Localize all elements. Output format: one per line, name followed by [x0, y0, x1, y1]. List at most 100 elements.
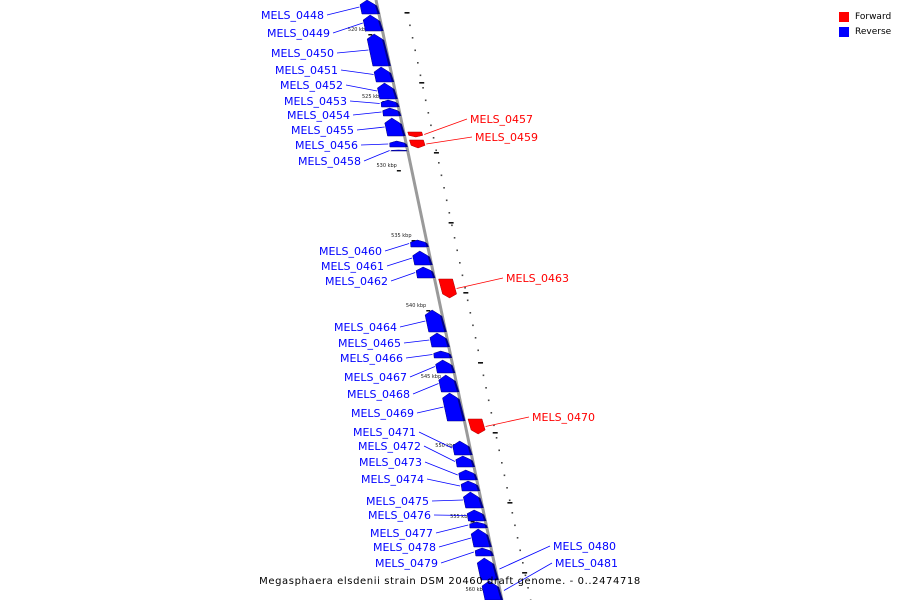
gene-arrow-mels_0470[interactable]	[467, 418, 486, 435]
gene-label-mels_0449[interactable]: MELS_0449	[267, 27, 330, 40]
gene-label-mels_0469[interactable]: MELS_0469	[351, 407, 414, 420]
gene-arrow-shade	[490, 550, 494, 556]
leader-line	[433, 514, 467, 516]
gene-arrow-mels_0475[interactable]	[463, 491, 483, 509]
scale-tick-label: 555 kbp	[450, 514, 470, 520]
gene-label-mels_0454[interactable]: MELS_0454	[287, 109, 350, 122]
gene-arrow-mels_0460[interactable]	[410, 239, 428, 248]
gene-label-mels_0476[interactable]: MELS_0476	[368, 509, 431, 522]
gene-label-mels_0481[interactable]: MELS_0481	[555, 557, 618, 570]
gene-label-mels_0463[interactable]: MELS_0463	[506, 272, 569, 285]
gene-label-mels_0461[interactable]: MELS_0461	[321, 260, 384, 273]
gene-arrow-mels_0454[interactable]	[382, 107, 400, 117]
gene-label-mels_0450[interactable]: MELS_0450	[271, 47, 334, 60]
gene-arrow-mels_0472[interactable]	[455, 455, 474, 468]
legend-forward-label: Forward	[855, 11, 892, 22]
leader-line	[349, 100, 380, 104]
gene-arrow-mels_0451[interactable]	[373, 66, 393, 83]
gene-arrow-mels_0452[interactable]	[377, 82, 397, 100]
gene-arrow-shade	[473, 473, 478, 480]
scale-dots	[406, 12, 532, 600]
gene-label-mels_0470[interactable]: MELS_0470	[532, 411, 595, 424]
gene-arrow-mels_0464[interactable]	[424, 309, 446, 333]
gene-arrow-mels_0461[interactable]	[412, 250, 431, 266]
leader-line	[340, 69, 374, 75]
leader-line	[403, 339, 430, 344]
gene-label-mels_0474[interactable]: MELS_0474	[361, 473, 424, 486]
leader-line	[332, 22, 363, 34]
gene-label-mels_0467[interactable]: MELS_0467	[344, 371, 407, 384]
gene-label-mels_0459[interactable]: MELS_0459	[475, 131, 538, 144]
gene-arrow-mels_0453[interactable]	[380, 99, 398, 108]
leader-line	[418, 431, 453, 449]
gene-label-mels_0479[interactable]: MELS_0479	[375, 557, 438, 570]
scale-tick-label: 545 kbp	[421, 374, 441, 380]
gene-label-mels_0477[interactable]: MELS_0477	[370, 527, 433, 540]
leader-line	[424, 118, 468, 135]
gene-arrow-mels_0478[interactable]	[470, 528, 491, 548]
gene-arrow-mels_0450[interactable]	[366, 33, 390, 67]
leader-line	[352, 111, 382, 116]
leader-line	[405, 354, 433, 359]
gene-label-mels_0453[interactable]: MELS_0453	[284, 95, 347, 108]
gene-label-mels_0456[interactable]: MELS_0456	[295, 139, 358, 152]
gene-arrow-mels_0468[interactable]	[438, 374, 458, 393]
gene-arrow-shade	[425, 242, 429, 247]
gene-arrow-mels_0477[interactable]	[469, 521, 487, 529]
gene-arrow-mels_0457[interactable]	[407, 131, 424, 138]
gene-label-mels_0452[interactable]: MELS_0452	[280, 79, 343, 92]
gene-arrow-shade	[486, 534, 492, 547]
leader-line	[503, 562, 553, 591]
gene-label-mels_0460[interactable]: MELS_0460	[319, 245, 382, 258]
gene-label-mels_0457[interactable]: MELS_0457	[470, 113, 533, 126]
gene-label-mels_0466[interactable]: MELS_0466	[340, 352, 403, 365]
gene-arrow-shade	[375, 4, 380, 15]
reverse-swatch	[839, 26, 849, 37]
gene-label-mels_0465[interactable]: MELS_0465	[338, 337, 401, 350]
gene-arrow-mels_0479[interactable]	[474, 547, 493, 557]
gene-arrow-mels_0481[interactable]	[481, 580, 502, 600]
gene-label-mels_0480[interactable]: MELS_0480	[553, 540, 616, 553]
gene-arrow-mels_0476[interactable]	[466, 509, 485, 522]
legend-item-forward: Forward	[839, 9, 891, 24]
gene-arrow-mels_0448[interactable]	[359, 0, 379, 15]
gene-arrow-mels_0449[interactable]	[362, 14, 382, 32]
gene-label-mels_0464[interactable]: MELS_0464	[334, 321, 397, 334]
gene-label-mels_0471[interactable]: MELS_0471	[353, 426, 416, 439]
gene-arrow-mels_0455[interactable]	[384, 117, 404, 137]
gene-arrow-mels_0467[interactable]	[435, 359, 454, 374]
gene-label-mels_0475[interactable]: MELS_0475	[366, 495, 429, 508]
gene-label-mels_0451[interactable]: MELS_0451	[275, 64, 338, 77]
gene-label-mels_0478[interactable]: MELS_0478	[373, 541, 436, 554]
gene-arrow-shade	[404, 143, 408, 147]
gene-arrow-mels_0456[interactable]	[389, 140, 407, 148]
gene-arrow-mels_0474[interactable]	[460, 480, 479, 492]
leader-line	[440, 551, 475, 564]
gene-arrow-mels_0463[interactable]	[438, 278, 457, 299]
gene-label-mels_0458[interactable]: MELS_0458	[298, 155, 361, 168]
gene-label-mels_0455[interactable]: MELS_0455	[291, 124, 354, 137]
gene-arrow-mels_0462[interactable]	[415, 266, 434, 279]
gene-arrow-mels_0458[interactable]	[390, 149, 408, 152]
leader-line	[386, 257, 413, 267]
gene-arrow-mels_0466[interactable]	[433, 350, 451, 359]
gene-label-mels_0468[interactable]: MELS_0468	[347, 388, 410, 401]
gene-label-mels_0462[interactable]: MELS_0462	[325, 275, 388, 288]
scale-minor-tick	[463, 292, 469, 294]
gene-arrow-mels_0459[interactable]	[409, 139, 426, 149]
gene-arrow-shade	[444, 337, 450, 347]
gene-arrow-shade	[457, 398, 466, 421]
gene-label-mels_0473[interactable]: MELS_0473	[359, 456, 422, 469]
gene-arrow-mels_0473[interactable]	[458, 469, 477, 481]
gene-arrow-mels_0469[interactable]	[442, 392, 464, 422]
gene-label-mels_0472[interactable]: MELS_0472	[358, 440, 421, 453]
gene-label-mels_0448[interactable]: MELS_0448	[261, 9, 324, 22]
leader-line	[390, 272, 416, 282]
gene-arrow-mels_0471[interactable]	[452, 440, 471, 456]
gene-arrow-mels_0465[interactable]	[429, 332, 449, 348]
scale-minor-tick	[492, 432, 498, 434]
leader-line	[399, 320, 426, 328]
leader-line	[435, 524, 469, 534]
gene-arrow-mels_0480[interactable]	[476, 557, 498, 581]
